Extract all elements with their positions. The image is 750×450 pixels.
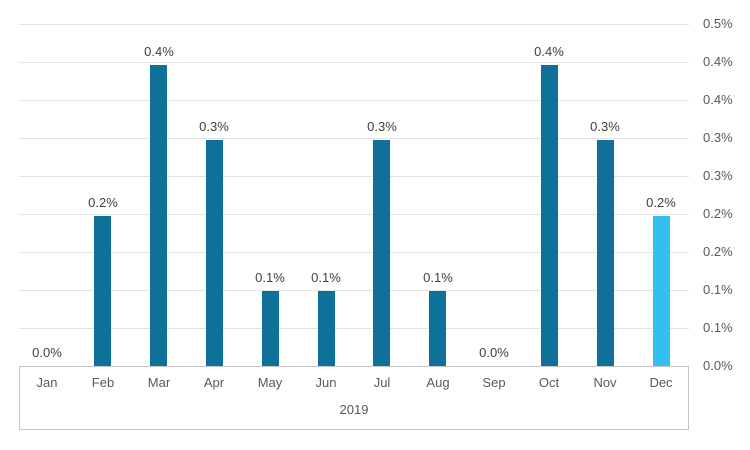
data-label-nov: 0.3% xyxy=(590,119,620,134)
y-axis-tick-label: 0.2% xyxy=(703,206,733,221)
y-axis-tick-label: 0.4% xyxy=(703,54,733,69)
x-axis-tick-label-jul: Jul xyxy=(373,375,391,390)
gridline xyxy=(19,100,689,101)
y-axis-tick-label: 0.4% xyxy=(703,92,733,107)
x-axis-tick-label-apr: Apr xyxy=(203,375,225,390)
x-axis-tick-label-sep: Sep xyxy=(482,375,506,390)
gridline xyxy=(19,176,689,177)
category-frame-bottom xyxy=(19,429,689,430)
x-axis-tick-label-jun: Jun xyxy=(315,375,337,390)
data-label-mar: 0.4% xyxy=(144,44,174,59)
x-axis-tick-label-oct: Oct xyxy=(538,375,560,390)
gridline xyxy=(19,24,689,25)
category-frame-left-tick xyxy=(19,366,20,430)
y-axis-tick-label: 0.5% xyxy=(703,16,733,31)
bar-aug[interactable] xyxy=(429,291,446,366)
y-axis-tick-label: 0.3% xyxy=(703,168,733,183)
bar-jul[interactable] xyxy=(373,140,390,366)
axis-group-label: 2019 xyxy=(339,402,369,417)
plot-area: 0.0% 0.2% 0.4% 0.3% 0.1% 0.1% 0.3% 0.1% 0.0% 0.4%… xyxy=(19,24,689,367)
data-label-may: 0.1% xyxy=(255,270,285,285)
gridline xyxy=(19,214,689,215)
bar-jun[interactable] xyxy=(318,291,335,366)
gridline xyxy=(19,62,689,63)
y-axis-tick-label: 0.1% xyxy=(703,282,733,297)
data-label-oct: 0.4% xyxy=(534,44,564,59)
category-frame-right-tick xyxy=(688,366,689,430)
bar-mar[interactable] xyxy=(150,65,167,366)
data-label-jul: 0.3% xyxy=(367,119,397,134)
data-label-feb: 0.2% xyxy=(88,195,118,210)
gridline xyxy=(19,138,689,139)
x-axis-line xyxy=(19,366,689,367)
data-label-apr: 0.3% xyxy=(199,119,229,134)
x-axis-tick-label-nov: Nov xyxy=(593,375,617,390)
y-axis-tick-label: 0.3% xyxy=(703,130,733,145)
gridline xyxy=(19,290,689,291)
gridline xyxy=(19,328,689,329)
x-axis-tick-label-feb: Feb xyxy=(91,375,115,390)
bar-dec[interactable] xyxy=(653,216,670,366)
bar-nov[interactable] xyxy=(597,140,614,366)
x-axis-tick-label-aug: Aug xyxy=(426,375,450,390)
y-axis-tick-label: 0.0% xyxy=(703,358,733,373)
x-axis-tick-label-dec: Dec xyxy=(649,375,673,390)
data-label-aug: 0.1% xyxy=(423,270,453,285)
data-label-sep: 0.0% xyxy=(479,345,509,360)
data-label-dec: 0.2% xyxy=(646,195,676,210)
data-label-jan: 0.0% xyxy=(32,345,62,360)
y-axis-tick-label: 0.2% xyxy=(703,244,733,259)
bar-feb[interactable] xyxy=(94,216,111,366)
x-axis-tick-label-may: May xyxy=(257,375,283,390)
bar-may[interactable] xyxy=(262,291,279,366)
bar-apr[interactable] xyxy=(206,140,223,366)
bar-oct[interactable] xyxy=(541,65,558,366)
x-axis-tick-label-jan: Jan xyxy=(36,375,58,390)
x-axis-tick-label-mar: Mar xyxy=(147,375,171,390)
gridline xyxy=(19,252,689,253)
data-label-jun: 0.1% xyxy=(311,270,341,285)
y-axis-tick-label: 0.1% xyxy=(703,320,733,335)
